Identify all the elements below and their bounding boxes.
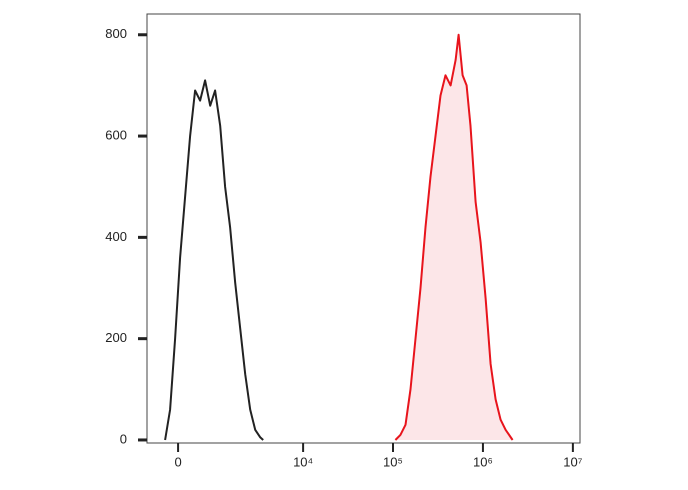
y-tick-label: 0	[120, 431, 127, 446]
y-tick-label: 800	[105, 26, 127, 41]
x-tick-label: 10⁵	[383, 454, 403, 469]
histogram-fill	[395, 34, 513, 441]
y-tick-label: 200	[105, 330, 127, 345]
x-tick-label: 10⁶	[473, 454, 493, 469]
histogram-line	[394, 33, 514, 441]
plot-frame	[146, 13, 581, 444]
x-tick-label: 0	[174, 454, 181, 469]
y-tick-label: 600	[105, 128, 127, 143]
x-tick-label: 10⁷	[563, 454, 582, 469]
y-tick-label: 400	[105, 229, 127, 244]
histogram-line	[164, 79, 264, 441]
x-tick-label: 10⁴	[293, 454, 313, 469]
